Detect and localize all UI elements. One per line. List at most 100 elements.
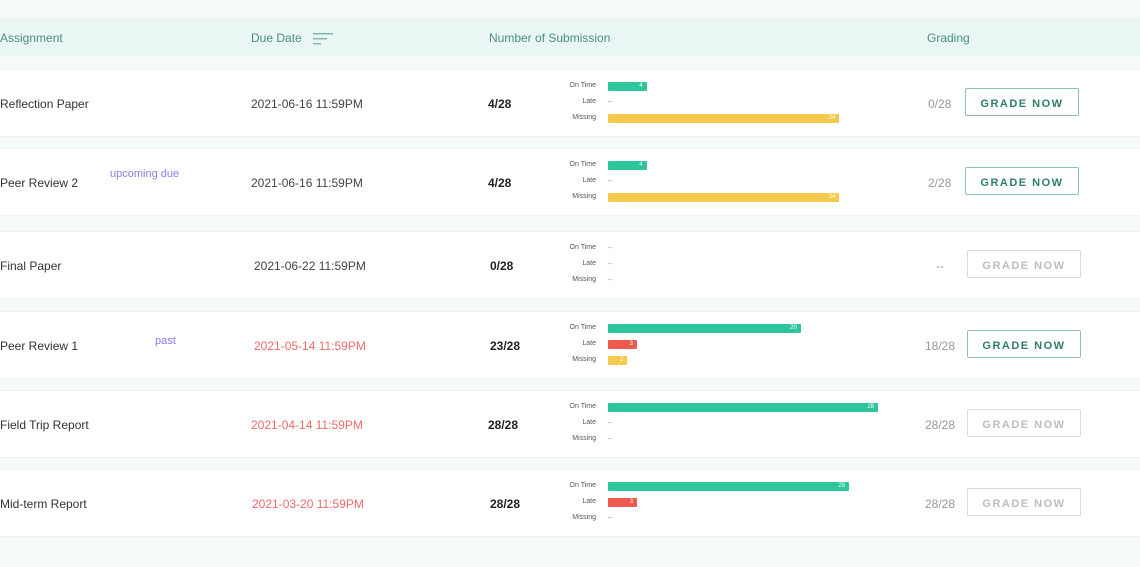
bar-on-time: 4: [608, 161, 647, 170]
chart-label-missing: Missing: [572, 276, 596, 283]
assignment-name[interactable]: Field Trip Report: [0, 418, 89, 432]
chart-line-missing: Missing 24: [560, 113, 900, 125]
due-date: 2021-04-14 11:59PM: [251, 418, 363, 432]
empty-dash: –: [608, 513, 613, 522]
bar-value: 20: [790, 325, 797, 331]
chart-label-late: Late: [582, 98, 596, 105]
chart-line-missing: Missing 2: [560, 355, 900, 367]
bar-on-time: 28: [608, 403, 878, 412]
submission-count: 4/28: [488, 176, 512, 190]
empty-dash: –: [608, 243, 613, 252]
bar-missing: 24: [608, 193, 840, 202]
chart-line-missing: Missing –: [560, 275, 900, 287]
assignment-name[interactable]: Mid-term Report: [0, 497, 87, 511]
chart-line-late: Late 3: [560, 339, 900, 351]
submission-count: 23/28: [490, 339, 521, 353]
chart-label-on-time: On Time: [569, 82, 596, 89]
bar-late: 3: [608, 498, 637, 507]
graded-count: 28/28: [925, 497, 956, 511]
chart-line-late: Late 3: [560, 497, 900, 509]
chart-line-late: Late –: [560, 176, 900, 188]
submission-count: 28/28: [488, 418, 519, 432]
graded-count: 18/28: [925, 339, 956, 353]
bar-on-time: 25: [608, 482, 850, 491]
graded-count: 2/28: [928, 176, 952, 190]
grade-now-button[interactable]: GRADE NOW: [965, 167, 1079, 195]
bar-value: 3: [629, 499, 633, 505]
submission-chart: On Time 20 Late 3 Missing 2: [560, 323, 900, 368]
chart-label-missing: Missing: [572, 356, 596, 363]
header-submissions: Number of Submission: [489, 31, 611, 45]
bar-value: 3: [629, 341, 633, 347]
submission-chart: On Time 28 Late – Missing –: [560, 402, 900, 447]
assignment-name[interactable]: Final Paper: [0, 259, 62, 273]
submission-chart: On Time 25 Late 3 Missing –: [560, 481, 900, 526]
chart-label-missing: Missing: [572, 193, 596, 200]
table-row: Field Trip Report 2021-04-14 11:59PM 28/28…: [0, 390, 1140, 458]
bar-on-time: 20: [608, 324, 801, 333]
chart-line-on-time: On Time –: [560, 243, 900, 255]
bar-value: 25: [838, 483, 846, 489]
empty-dash: –: [608, 97, 613, 106]
chart-label-late: Late: [582, 340, 596, 347]
chart-label-missing: Missing: [572, 435, 596, 442]
bar-value: 4: [639, 162, 643, 168]
graded-count: 0/28: [928, 97, 952, 111]
graded-count: 28/28: [925, 418, 956, 432]
table-row: Reflection Paper 2021-06-16 11:59PM 4/28 On…: [0, 69, 1140, 137]
assignment-name[interactable]: Reflection Paper: [0, 97, 89, 111]
grade-now-button[interactable]: GRADE NOW: [967, 409, 1081, 437]
sort-icon[interactable]: [313, 32, 334, 45]
table-row: Mid-term Report 2021-03-20 11:59PM 28/28 On…: [0, 469, 1140, 537]
chart-label-late: Late: [582, 419, 596, 426]
chart-label-on-time: On Time: [569, 482, 596, 489]
assignment-name[interactable]: Peer Review 1: [0, 339, 79, 353]
chart-label-late: Late: [582, 260, 596, 267]
table-row: Peer Review 1 past 2021-05-14 11:59PM 23/28…: [0, 311, 1140, 379]
chart-line-on-time: On Time 20: [560, 323, 900, 335]
grade-now-button[interactable]: GRADE NOW: [965, 88, 1079, 116]
grade-now-button[interactable]: GRADE NOW: [967, 250, 1081, 278]
submission-count: 28/28: [490, 497, 521, 511]
submission-chart: On Time – Late – Missing –: [560, 243, 900, 288]
bar-late: 3: [608, 340, 637, 349]
chart-line-late: Late –: [560, 259, 900, 271]
table-row: Final Paper 2021-06-22 11:59PM 0/28 On Time…: [0, 231, 1140, 299]
chart-line-on-time: On Time 4: [560, 160, 900, 172]
grade-now-button[interactable]: GRADE NOW: [967, 330, 1081, 358]
chart-line-missing: Missing –: [560, 513, 900, 525]
chart-line-late: Late –: [560, 418, 900, 430]
chart-label-on-time: On Time: [569, 161, 596, 168]
chart-label-late: Late: [582, 498, 596, 505]
chart-line-late: Late –: [560, 97, 900, 109]
assignment-name[interactable]: Peer Review 2: [0, 176, 79, 190]
due-date: 2021-06-16 11:59PM: [251, 97, 363, 111]
chart-label-missing: Missing: [572, 514, 596, 521]
bar-value: 2: [619, 357, 624, 363]
chart-line-on-time: On Time 28: [560, 402, 900, 414]
bar-value: 24: [828, 194, 836, 200]
bar-value: 4: [639, 83, 643, 89]
empty-dash: –: [608, 418, 613, 427]
header-due-date[interactable]: Due Date: [251, 31, 334, 45]
chart-label-on-time: On Time: [569, 403, 596, 410]
due-date: 2021-06-22 11:59PM: [254, 259, 366, 273]
grade-now-button[interactable]: GRADE NOW: [967, 488, 1081, 516]
chart-label-missing: Missing: [572, 114, 596, 121]
due-date: 2021-03-20 11:59PM: [252, 497, 364, 511]
chart-label-late: Late: [582, 177, 596, 184]
header-due-date-label: Due Date: [251, 31, 302, 45]
empty-dash: –: [608, 434, 613, 443]
header-assignment: Assignment: [0, 31, 63, 45]
bar-value: 24: [828, 115, 836, 121]
table-row: Peer Review 2 upcoming due 2021-06-16 11:5…: [0, 148, 1140, 216]
status-tag: upcoming due: [110, 168, 180, 180]
chart-line-missing: Missing –: [560, 434, 900, 446]
submission-chart: On Time 4 Late – Missing 24: [560, 160, 900, 205]
graded-count: --: [936, 259, 944, 273]
submission-chart: On Time 4 Late – Missing 24: [560, 81, 900, 126]
empty-dash: –: [608, 176, 613, 185]
chart-line-missing: Missing 24: [560, 192, 900, 204]
submission-count: 0/28: [490, 259, 514, 273]
header-grading: Grading: [927, 31, 970, 45]
